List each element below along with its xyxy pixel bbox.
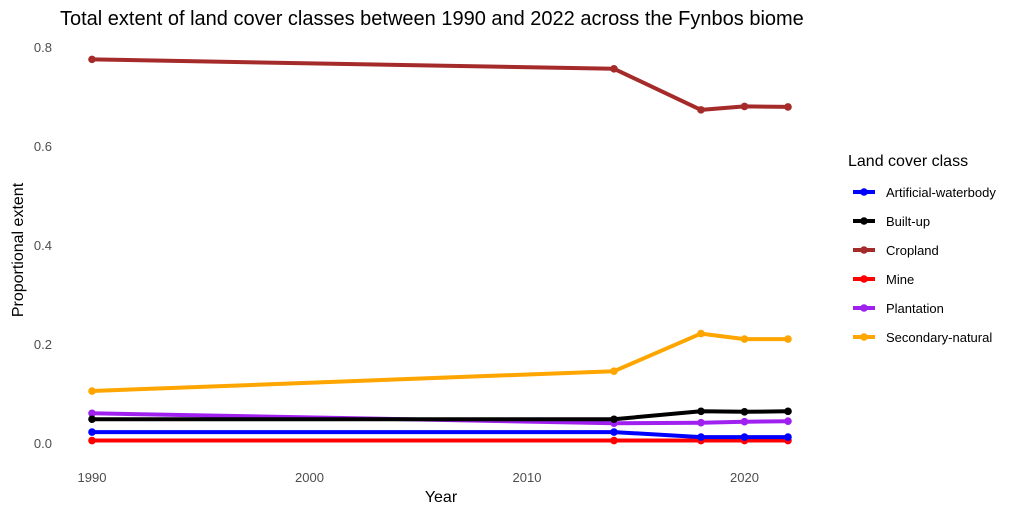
data-point [697, 407, 705, 416]
legend-label: Mine [886, 272, 914, 287]
series-line [90, 331, 790, 393]
y-tick-label: 0.8 [34, 40, 52, 55]
data-point [697, 433, 705, 441]
series-artificial-waterbody [88, 428, 792, 441]
data-point [88, 409, 96, 418]
series-secondary-natural [88, 329, 792, 395]
y-tick-label: 0.0 [34, 436, 52, 451]
data-point [88, 428, 96, 436]
series-line [90, 57, 790, 112]
legend-title: Land cover class [848, 153, 968, 170]
legend-item-built-up: Built-up [853, 214, 930, 229]
data-point [610, 415, 618, 424]
y-tick-label: 0.2 [34, 337, 52, 352]
data-point [784, 433, 792, 441]
legend-marker [860, 304, 868, 312]
x-axis-title: Year [425, 489, 458, 506]
data-point [88, 387, 96, 395]
y-axis-title: Proportional extent [10, 182, 27, 317]
legend-item-plantation: Plantation [853, 301, 944, 316]
x-tick-label: 2000 [295, 470, 324, 485]
data-point [784, 103, 792, 111]
y-axis-ticks: 0.0 0.2 0.4 0.6 0.8 [34, 40, 52, 451]
data-point [740, 417, 749, 426]
x-axis-ticks: 1990 2000 2010 2020 [78, 470, 759, 485]
legend-marker [860, 333, 868, 341]
data-point [697, 106, 705, 114]
legend-marker [860, 188, 868, 196]
x-tick-label: 2010 [513, 470, 542, 485]
data-point [784, 335, 792, 343]
data-point [610, 367, 618, 376]
legend-marker [860, 246, 868, 254]
series-line [90, 430, 790, 440]
data-point [784, 407, 792, 416]
legend-item-mine: Mine [853, 272, 914, 287]
legend-item-secondary-natural: Secondary-natural [853, 330, 992, 345]
data-point [697, 418, 705, 427]
data-point [610, 428, 618, 436]
legend-label: Cropland [886, 243, 939, 258]
data-point [740, 102, 749, 111]
x-tick-label: 2020 [730, 470, 759, 485]
legend-marker [860, 217, 868, 225]
legend-label: Secondary-natural [886, 330, 992, 345]
legend-item-cropland: Cropland [853, 243, 939, 258]
data-point [740, 335, 749, 343]
data-point [88, 436, 96, 445]
chart-title: Total extent of land cover classes betwe… [60, 8, 804, 30]
data-point [740, 433, 749, 441]
data-point [784, 417, 792, 426]
data-point [610, 64, 618, 73]
x-tick-label: 1990 [78, 470, 107, 485]
series-cropland [88, 55, 792, 114]
data-point [740, 408, 749, 416]
data-point [697, 329, 705, 338]
legend-label: Plantation [886, 301, 944, 316]
y-tick-label: 0.6 [34, 139, 52, 154]
series-built-up [88, 407, 792, 424]
legend-item-artificial-waterbody: Artificial-waterbody [853, 185, 996, 200]
series-lines [88, 55, 792, 445]
legend: Land cover class Artificial-waterbody Bui… [848, 153, 996, 345]
data-point [88, 415, 96, 424]
y-tick-label: 0.4 [34, 238, 52, 253]
legend-label: Artificial-waterbody [886, 185, 996, 200]
data-point [88, 55, 96, 64]
data-point [610, 436, 618, 445]
legend-label: Built-up [886, 214, 930, 229]
legend-marker [860, 275, 868, 283]
